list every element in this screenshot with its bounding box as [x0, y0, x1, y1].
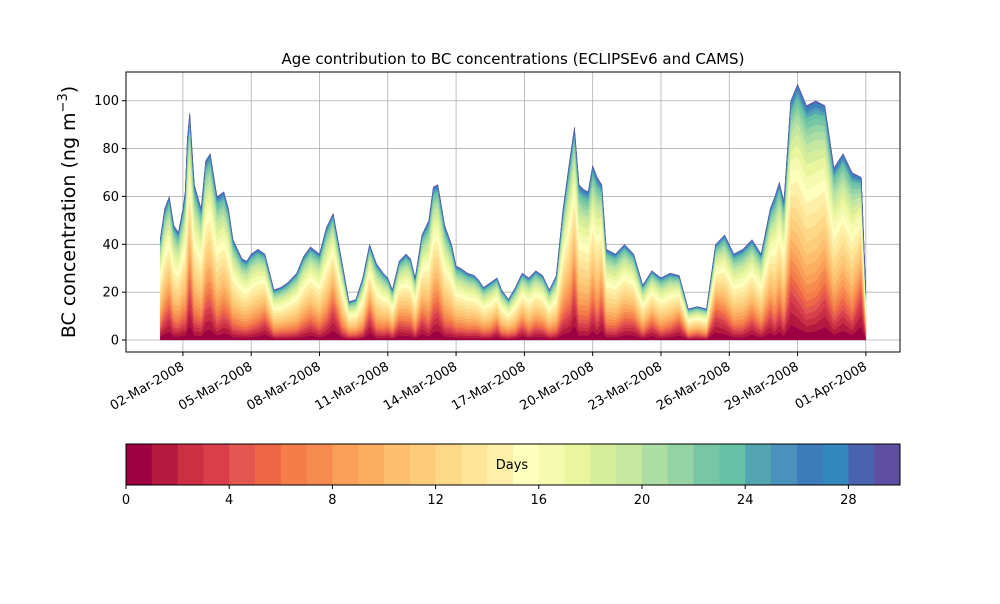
colorbar-swatch	[177, 444, 204, 485]
colorbar-tick-label: 28	[840, 493, 857, 508]
y-tick-label: 40	[102, 238, 119, 253]
colorbar-tick-label: 4	[225, 493, 233, 508]
colorbar-swatch	[151, 444, 179, 485]
x-tick-label: 29-Mar-2008	[722, 359, 801, 413]
x-tick-label: 20-Mar-2008	[518, 359, 597, 413]
colorbar-swatch	[693, 444, 720, 485]
colorbar-swatch	[461, 444, 488, 485]
colorbar-swatch	[745, 444, 772, 485]
colorbar-swatch	[590, 444, 617, 485]
x-tick-label: 08-Mar-2008	[244, 359, 323, 413]
colorbar-swatch	[667, 444, 695, 485]
colorbar-tick-label: 20	[634, 493, 651, 508]
colorbar-swatch	[487, 444, 514, 485]
colorbar-swatch	[384, 444, 411, 485]
y-tick-label: 80	[102, 142, 119, 157]
y-axis-label-exponent: −3	[56, 93, 71, 112]
x-tick-label: 05-Mar-2008	[176, 359, 255, 413]
colorbar-swatch	[126, 444, 153, 485]
x-tick-label: 14-Mar-2008	[381, 359, 460, 413]
y-axis-label-close: )	[58, 86, 80, 93]
colorbar-swatch	[796, 444, 824, 485]
colorbar-tick-label: 12	[427, 493, 444, 508]
colorbar-swatch	[409, 444, 437, 485]
colorbar-swatch	[616, 444, 643, 485]
y-tick-label: 60	[102, 190, 119, 205]
y-axis-label-main: BC concentration (ng m	[58, 112, 80, 338]
age-band-29	[160, 83, 866, 310]
y-axis-label: BC concentration (ng m−3)	[56, 86, 80, 338]
stacked-area-layer	[160, 83, 866, 341]
colorbar-swatch	[306, 444, 333, 485]
colorbar-swatch	[564, 444, 591, 485]
x-tick-label: 23-Mar-2008	[586, 359, 665, 413]
colorbar-tick-label: 0	[122, 493, 130, 508]
colorbar: 0 4 8 12 16 20 24 28	[122, 443, 901, 508]
colorbar-tick-label: 16	[531, 493, 548, 508]
colorbar-swatch	[280, 444, 308, 485]
colorbar-swatch	[358, 444, 385, 485]
y-tick-label: 100	[94, 94, 119, 109]
colorbar-tick-label: 24	[737, 493, 754, 508]
colorbar-swatch	[719, 444, 746, 485]
colorbar-swatch	[771, 444, 798, 485]
x-tick-label: 17-Mar-2008	[449, 359, 528, 413]
colorbar-swatch	[203, 444, 230, 485]
x-tick-label: 26-Mar-2008	[654, 359, 733, 413]
y-tick-label: 0	[111, 334, 119, 349]
colorbar-swatch	[332, 444, 359, 485]
x-tick-label: 01-Apr-2008	[793, 359, 870, 412]
y-tick-label: 20	[102, 286, 119, 301]
colorbar-swatch	[538, 444, 566, 485]
colorbar-label: Days	[496, 458, 529, 473]
colorbar-swatch	[874, 444, 901, 485]
colorbar-swatch	[513, 444, 540, 485]
colorbar-swatch	[642, 444, 669, 485]
colorbar-swatch	[255, 444, 282, 485]
x-tick-label: 11-Mar-2008	[313, 359, 392, 413]
colorbar-swatch	[229, 444, 256, 485]
colorbar-tick-label: 8	[328, 493, 336, 508]
colorbar-frame	[125, 443, 901, 486]
colorbar-swatch	[435, 444, 462, 485]
plot-frame	[125, 71, 901, 353]
x-tick-label: 02-Mar-2008	[108, 359, 187, 413]
colorbar-swatch	[848, 444, 875, 485]
chart-title: Age contribution to BC concentrations (E…	[282, 50, 745, 68]
colorbar-swatch	[822, 444, 849, 485]
